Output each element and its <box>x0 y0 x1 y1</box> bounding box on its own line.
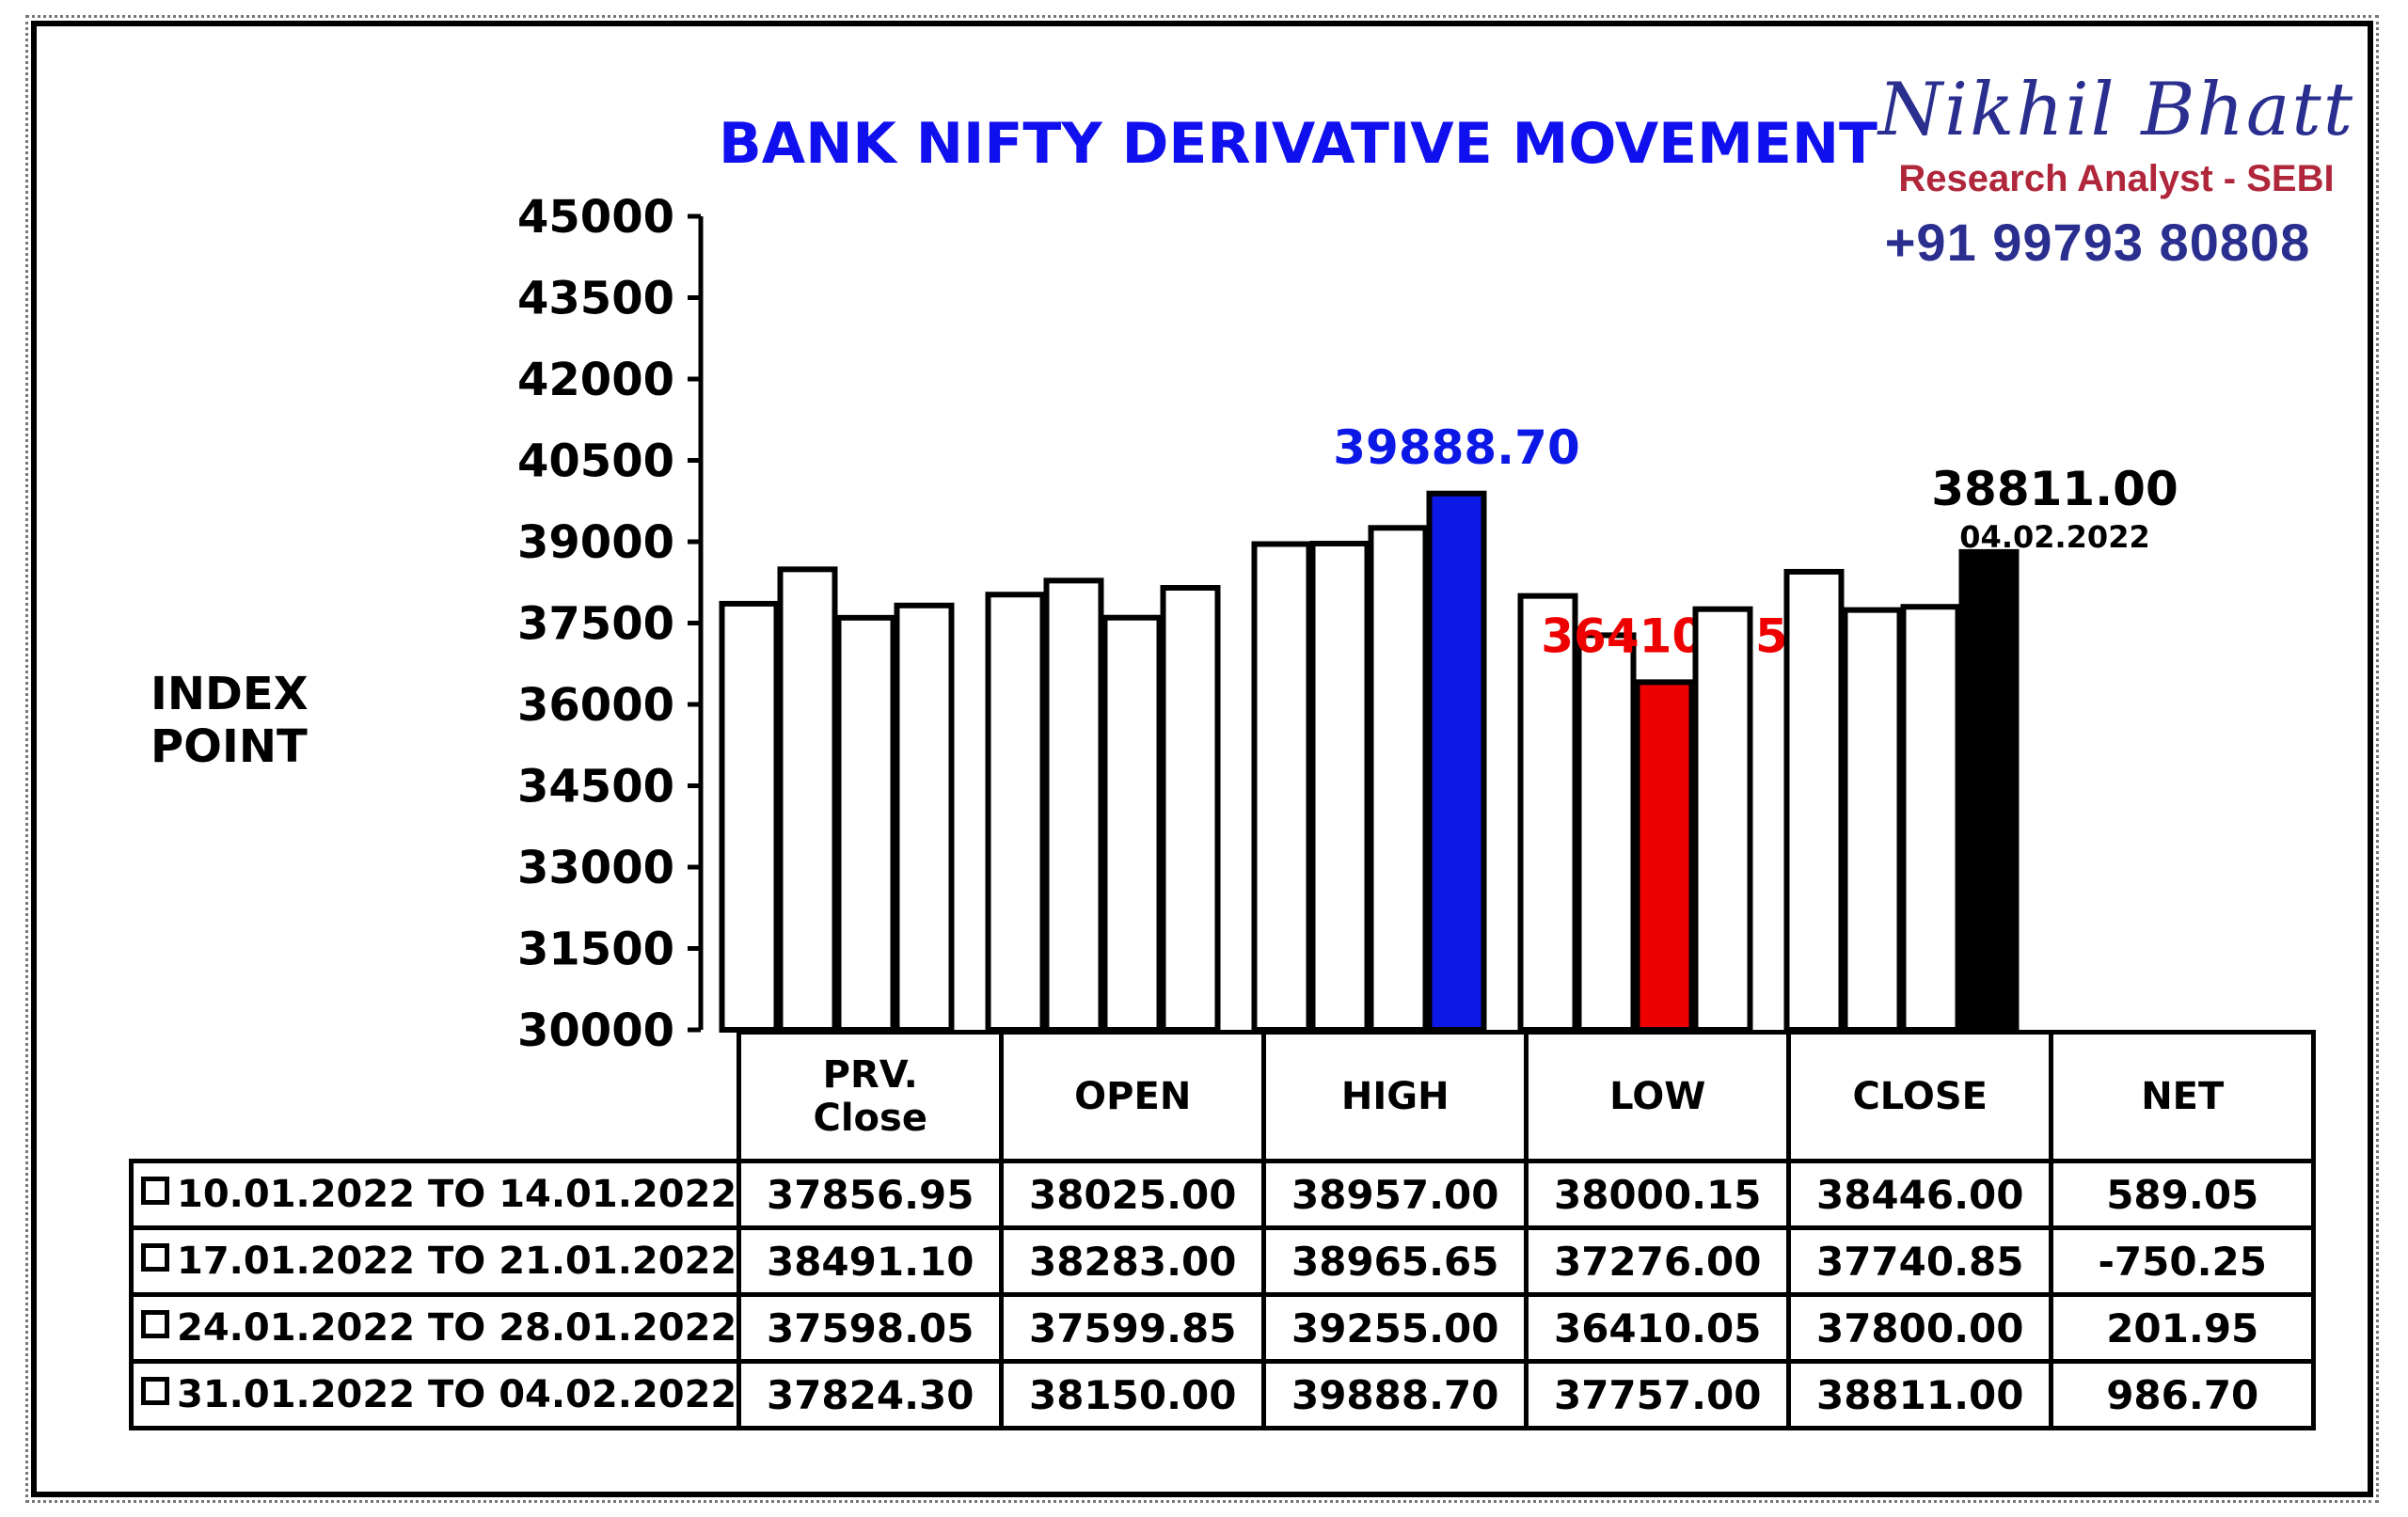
legend-entry: 24.01.2022 TO 28.01.2022 <box>128 1292 742 1364</box>
table-row: 17.01.2022 TO 21.01.2022 38491.10 38283.… <box>128 1225 2317 1297</box>
table-cell: 201.95 <box>2049 1292 2317 1364</box>
legend-label: 17.01.2022 TO 21.01.2022 <box>177 1240 737 1283</box>
chart-title: BANK NIFTY DERIVATIVE MOVEMENT <box>719 111 1877 177</box>
bar-high-1 <box>1251 541 1312 1033</box>
header-low: LOW <box>1524 1030 1792 1163</box>
legend-entry: 17.01.2022 TO 21.01.2022 <box>128 1225 742 1297</box>
data-table: PRV. Close OPEN HIGH LOW CLOSE NET 10.01… <box>128 1030 2317 1430</box>
header-close: CLOSE <box>1786 1030 2054 1163</box>
table-row: 10.01.2022 TO 14.01.2022 37856.95 38025.… <box>128 1159 2317 1230</box>
table-cell: 38965.65 <box>1261 1225 1529 1297</box>
legend-swatch-icon <box>141 1310 169 1338</box>
table-cell: 38025.00 <box>999 1159 1267 1230</box>
outer-dotted-frame <box>25 15 2379 1503</box>
bar-open-3 <box>1101 614 1163 1034</box>
header-open: OPEN <box>999 1030 1267 1163</box>
table-row: 24.01.2022 TO 28.01.2022 37598.05 37599.… <box>128 1292 2317 1364</box>
legend-swatch-icon <box>141 1243 169 1272</box>
bar-high-2 <box>1309 540 1370 1033</box>
bar-high-4 <box>1426 490 1487 1033</box>
bar-close-1 <box>1783 568 1845 1033</box>
chart-frame <box>31 21 2373 1497</box>
legend-label: 24.01.2022 TO 28.01.2022 <box>177 1306 737 1350</box>
bar-open-1 <box>985 592 1046 1033</box>
header-high: HIGH <box>1261 1030 1529 1163</box>
table-corner <box>132 1033 739 1161</box>
bar-low-2 <box>1576 632 1637 1034</box>
brand-subtitle: Research Analyst - SEBI <box>1898 158 2335 199</box>
table-cell: 38811.00 <box>1786 1359 2054 1430</box>
bar-low-4 <box>1692 606 1753 1034</box>
bar-prv-close-2 <box>777 566 838 1033</box>
bar-low-3 <box>1634 679 1695 1033</box>
data-label: 39888.70 <box>1333 420 1580 475</box>
bar-low-1 <box>1517 593 1578 1033</box>
table-header-row: PRV. Close OPEN HIGH LOW CLOSE NET <box>132 1030 2317 1163</box>
y-tick-label: 40500 <box>517 435 674 488</box>
bar-open-2 <box>1043 577 1104 1033</box>
bar-close-4 <box>1958 548 2020 1033</box>
table-cell: 589.05 <box>2049 1159 2317 1230</box>
header-prv-close-line2: Close <box>813 1097 927 1140</box>
table-cell: 39255.00 <box>1261 1292 1529 1364</box>
legend-swatch-icon <box>141 1377 169 1405</box>
header-net: NET <box>2049 1030 2317 1163</box>
legend-entry: 31.01.2022 TO 04.02.2022 <box>128 1359 742 1430</box>
legend-label: 10.01.2022 TO 14.01.2022 <box>177 1173 737 1216</box>
table-cell: 37740.85 <box>1786 1225 2054 1297</box>
table-cell: 986.70 <box>2049 1359 2317 1430</box>
table-cell: 38446.00 <box>1786 1159 2054 1230</box>
table-cell: 37276.00 <box>1524 1225 1792 1297</box>
bar-open-4 <box>1160 585 1221 1033</box>
y-tick-label: 34500 <box>517 761 674 814</box>
table-cell: 37599.85 <box>999 1292 1267 1364</box>
bar-prv-close-1 <box>719 600 780 1033</box>
table-cell: 37757.00 <box>1524 1359 1792 1430</box>
header-prv-close-line1: PRV. <box>822 1053 918 1097</box>
bar-prv-close-4 <box>894 602 955 1033</box>
y-tick-label: 42000 <box>517 354 674 406</box>
table-cell: -750.25 <box>2049 1225 2317 1297</box>
y-tick-label: 30000 <box>517 1004 674 1057</box>
legend-entry: 10.01.2022 TO 14.01.2022 <box>128 1159 742 1230</box>
y-tick-label: 39000 <box>517 516 674 569</box>
table-cell: 37824.30 <box>737 1359 1005 1430</box>
table-cell: 38283.00 <box>999 1225 1267 1297</box>
table-cell: 37598.05 <box>737 1292 1005 1364</box>
y-tick-label: 31500 <box>517 924 674 976</box>
bar-high-3 <box>1368 525 1429 1033</box>
y-tick-label: 37500 <box>517 598 674 651</box>
legend-swatch-icon <box>141 1177 169 1205</box>
legend-label: 31.01.2022 TO 04.02.2022 <box>177 1373 737 1416</box>
table-cell: 38957.00 <box>1261 1159 1529 1230</box>
y-axis-label: INDEX POINT <box>150 668 309 773</box>
data-sublabel: 04.02.2022 <box>1959 519 2149 555</box>
table-cell: 37800.00 <box>1786 1292 2054 1364</box>
table-cell: 38000.15 <box>1524 1159 1792 1230</box>
bar-close-3 <box>1900 604 1961 1033</box>
header-prv-close: PRV. Close <box>737 1030 1005 1163</box>
table-row: 31.01.2022 TO 04.02.2022 37824.30 38150.… <box>128 1359 2317 1430</box>
y-tick-label: 36000 <box>517 679 674 732</box>
bar-prv-close-3 <box>835 614 896 1033</box>
data-label: 38811.00 <box>1931 462 2178 516</box>
bar-close-2 <box>1842 607 1903 1033</box>
table-cell: 38150.00 <box>999 1359 1267 1430</box>
table-cell: 38491.10 <box>737 1225 1005 1297</box>
table-cell: 39888.70 <box>1261 1359 1529 1430</box>
table-cell: 37856.95 <box>737 1159 1005 1230</box>
brand-phone: +91 99793 80808 <box>1884 213 2311 272</box>
brand-name: Nikhil Bhatt <box>1877 68 2355 152</box>
y-tick-label: 43500 <box>517 273 674 325</box>
y-tick-label: 45000 <box>517 191 674 244</box>
y-tick-label: 33000 <box>517 842 674 894</box>
table-cell: 36410.05 <box>1524 1292 1792 1364</box>
